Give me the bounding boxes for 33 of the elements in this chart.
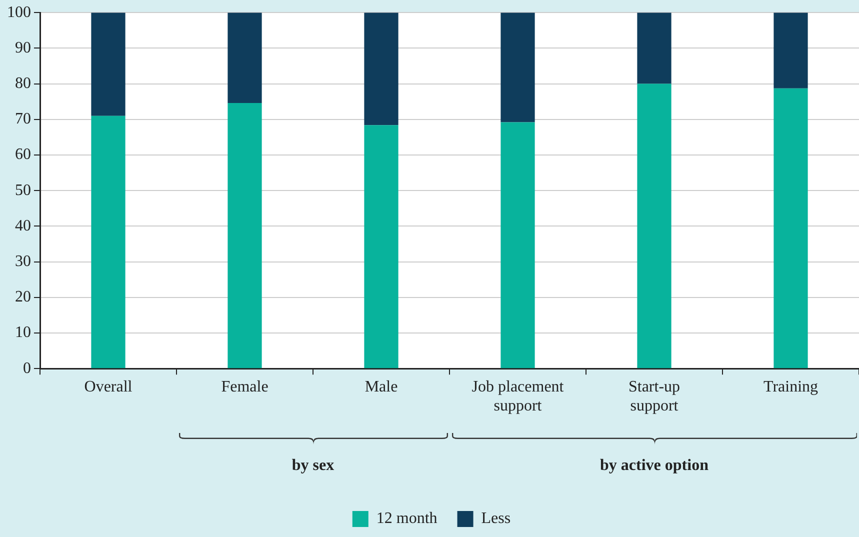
y-tick-label: 70 — [15, 110, 31, 128]
bar — [364, 125, 398, 368]
x-tick-label: Start-up support — [628, 378, 680, 415]
x-tick-label: Female — [221, 378, 268, 396]
bar — [228, 12, 262, 104]
text: by active option — [599, 457, 710, 475]
x-tick-label: Male — [364, 378, 398, 396]
x-tick-label: Training — [763, 378, 818, 396]
y-tick-label: 10 — [15, 324, 31, 342]
y-tick-label: 100 — [7, 4, 31, 21]
y-tick-label: 0 — [23, 360, 31, 377]
y-tick-label: 40 — [15, 217, 31, 234]
x-tick-label: Overall — [84, 378, 133, 396]
y-tick-label: 90 — [15, 39, 31, 56]
y-tick-label: 80 — [15, 75, 31, 92]
bar — [637, 84, 672, 368]
bar — [91, 12, 126, 116]
bar — [228, 103, 262, 368]
bar — [91, 116, 126, 368]
y-tick-label: 60 — [15, 146, 31, 164]
bar — [364, 12, 398, 126]
x-tick-label: Job placement support — [472, 378, 564, 415]
bar — [774, 88, 808, 368]
legend-label: 12 month — [376, 510, 438, 528]
y-tick-label: 50 — [15, 182, 31, 199]
bar — [500, 12, 535, 122]
text: by sex — [290, 457, 336, 475]
y-tick-label: 20 — [15, 288, 31, 306]
legend-label: Less — [481, 510, 511, 528]
bar — [637, 12, 672, 84]
bar — [500, 122, 535, 368]
y-tick-label: 30 — [15, 253, 31, 270]
bar — [774, 12, 808, 88]
